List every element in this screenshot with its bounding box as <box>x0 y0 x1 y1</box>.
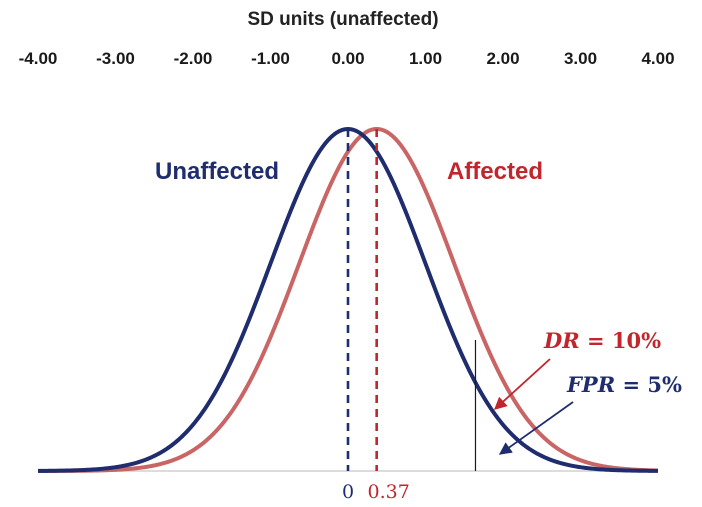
annotation-fpr: FPR = 5% <box>566 372 682 397</box>
curve-affected <box>37 127 659 473</box>
series-label-affected: Affected <box>447 158 543 185</box>
dr-arrow <box>494 358 551 410</box>
annotation-fpr-var: FPR <box>566 372 615 397</box>
series-label-unaffected: Unaffected <box>155 158 279 185</box>
mean-label-affected: 0.37 <box>368 481 410 503</box>
annotation-dr-value: = 10% <box>580 328 661 353</box>
x-tick-label: -3.00 <box>96 49 135 68</box>
x-tick-label: 3.00 <box>564 49 597 68</box>
annotation-dr-var: DR <box>543 328 580 353</box>
x-tick-label: -4.00 <box>19 49 58 68</box>
x-tick-label: 0.00 <box>331 49 364 68</box>
x-tick-label: -2.00 <box>174 49 213 68</box>
mean-label-unaffected: 0 <box>342 481 354 503</box>
x-tick-labels: -4.00 -3.00 -2.00 -1.00 0.00 1.00 2.00 3.00 4.00 <box>19 49 675 68</box>
fpr-arrow <box>498 401 574 455</box>
mean-lines <box>346 129 378 471</box>
annotation-fpr-value: = 5% <box>615 372 682 397</box>
annotation-dr: DR = 10% <box>543 328 661 353</box>
x-tick-label: 1.00 <box>409 49 442 68</box>
x-axis-title: SD units (unaffected) <box>247 9 438 30</box>
x-tick-label: -1.00 <box>251 49 290 68</box>
x-tick-label: 4.00 <box>641 49 674 68</box>
x-tick-label: 2.00 <box>486 49 519 68</box>
